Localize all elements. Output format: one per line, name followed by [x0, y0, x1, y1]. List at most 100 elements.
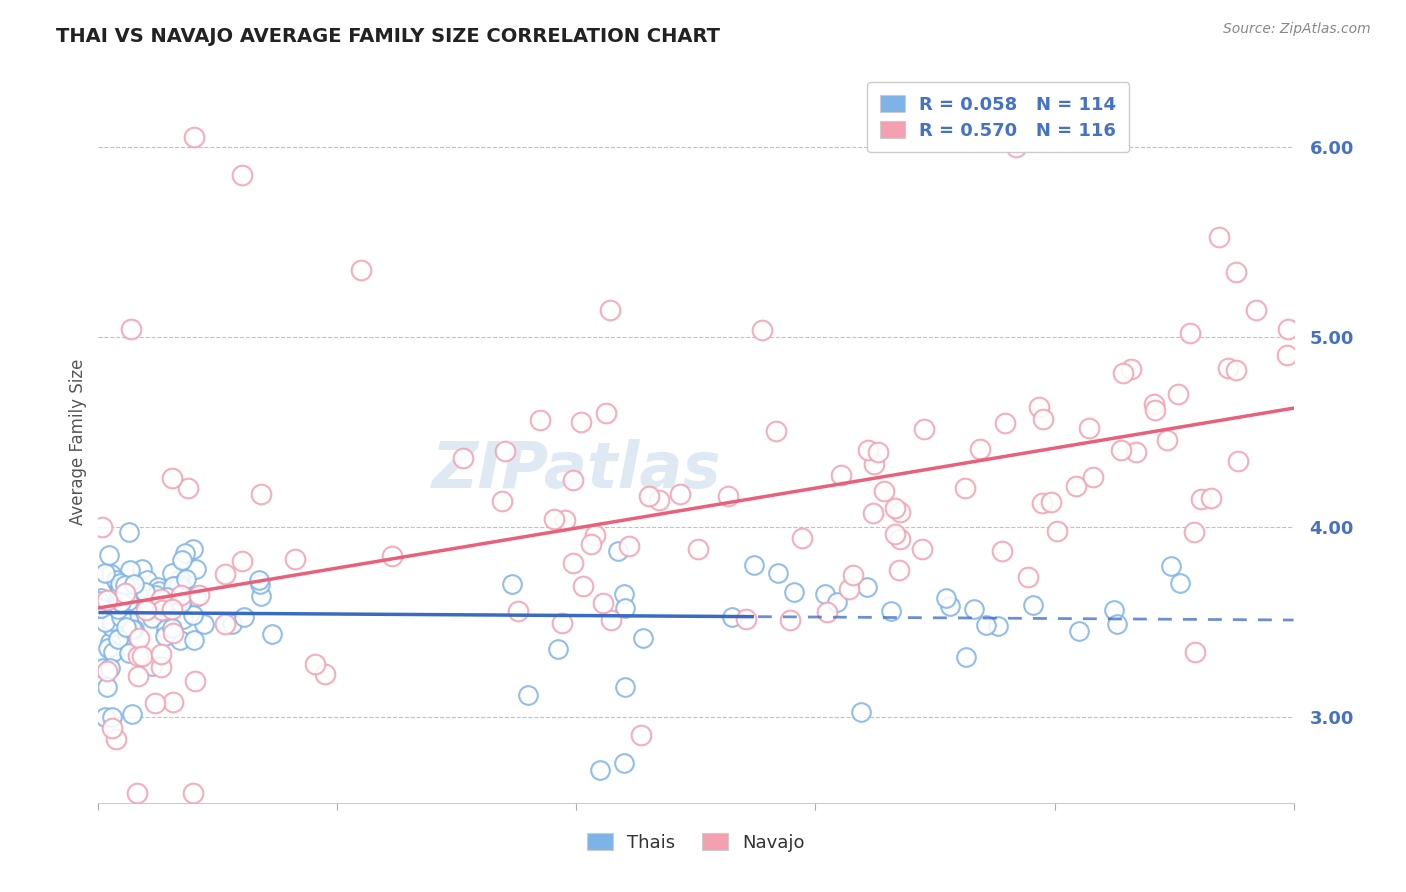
Point — [994, 416, 1017, 430]
Point — [765, 424, 787, 438]
Point — [104, 573, 127, 587]
Point — [249, 589, 271, 603]
Point — [98, 661, 121, 675]
Point — [135, 603, 157, 617]
Point — [501, 577, 523, 591]
Point — [779, 613, 801, 627]
Point — [120, 322, 142, 336]
Point — [107, 633, 129, 648]
Point — [862, 507, 884, 521]
Point — [814, 587, 837, 601]
Point — [141, 659, 163, 673]
Point — [887, 563, 910, 577]
Point — [187, 588, 209, 602]
Point — [184, 673, 207, 688]
Point — [1199, 491, 1222, 506]
Point — [562, 556, 585, 570]
Point — [1022, 598, 1045, 612]
Point — [969, 442, 991, 456]
Point — [648, 492, 671, 507]
Point — [121, 706, 143, 721]
Point — [613, 681, 636, 695]
Point — [1184, 645, 1206, 659]
Point — [146, 581, 169, 595]
Point — [551, 615, 574, 630]
Point — [97, 641, 120, 656]
Point — [911, 542, 934, 557]
Point — [91, 660, 114, 674]
Point — [619, 539, 641, 553]
Point — [247, 573, 270, 587]
Point — [170, 553, 193, 567]
Point — [98, 599, 121, 614]
Point — [107, 632, 129, 646]
Point — [89, 600, 111, 615]
Point — [686, 541, 709, 556]
Point — [381, 549, 404, 563]
Point — [1208, 230, 1230, 244]
Point — [172, 612, 194, 626]
Point — [117, 612, 139, 626]
Point — [1078, 421, 1101, 435]
Point — [114, 586, 136, 600]
Point — [101, 619, 124, 633]
Point — [96, 664, 118, 678]
Point — [90, 519, 112, 533]
Point — [284, 552, 307, 566]
Point — [127, 648, 149, 663]
Point — [1031, 496, 1053, 510]
Point — [630, 728, 652, 742]
Text: ZIPatlas: ZIPatlas — [432, 440, 721, 501]
Point — [637, 489, 659, 503]
Point — [136, 573, 159, 587]
Point — [314, 666, 336, 681]
Point — [249, 577, 271, 591]
Point — [159, 604, 181, 618]
Point — [98, 635, 121, 649]
Point — [516, 688, 538, 702]
Point — [173, 546, 195, 560]
Point — [1081, 470, 1104, 484]
Point — [1107, 616, 1129, 631]
Point — [105, 731, 128, 746]
Point — [94, 615, 117, 630]
Point — [101, 710, 124, 724]
Point — [607, 544, 630, 558]
Point — [1064, 479, 1087, 493]
Point — [121, 599, 143, 613]
Point — [1067, 624, 1090, 639]
Point — [494, 444, 516, 458]
Point — [935, 591, 957, 606]
Point — [547, 641, 569, 656]
Point — [214, 617, 236, 632]
Point — [131, 562, 153, 576]
Point — [96, 593, 118, 607]
Point — [120, 563, 142, 577]
Point — [889, 532, 911, 546]
Point — [87, 594, 110, 608]
Point — [150, 659, 173, 673]
Point — [110, 609, 132, 624]
Point — [1167, 387, 1189, 401]
Point — [112, 621, 135, 635]
Point — [108, 575, 131, 590]
Y-axis label: Average Family Size: Average Family Size — [69, 359, 87, 524]
Point — [169, 633, 191, 648]
Point — [162, 598, 184, 612]
Point — [1121, 362, 1143, 376]
Point — [114, 578, 136, 592]
Point — [1144, 403, 1167, 417]
Point — [889, 505, 911, 519]
Point — [127, 669, 149, 683]
Point — [1180, 326, 1202, 341]
Point — [90, 600, 112, 615]
Point — [143, 696, 166, 710]
Point — [156, 591, 179, 605]
Point — [183, 130, 205, 145]
Point — [1005, 139, 1028, 153]
Point — [599, 613, 621, 627]
Point — [987, 619, 1010, 633]
Point — [589, 764, 612, 778]
Point — [214, 567, 236, 582]
Point — [569, 415, 592, 429]
